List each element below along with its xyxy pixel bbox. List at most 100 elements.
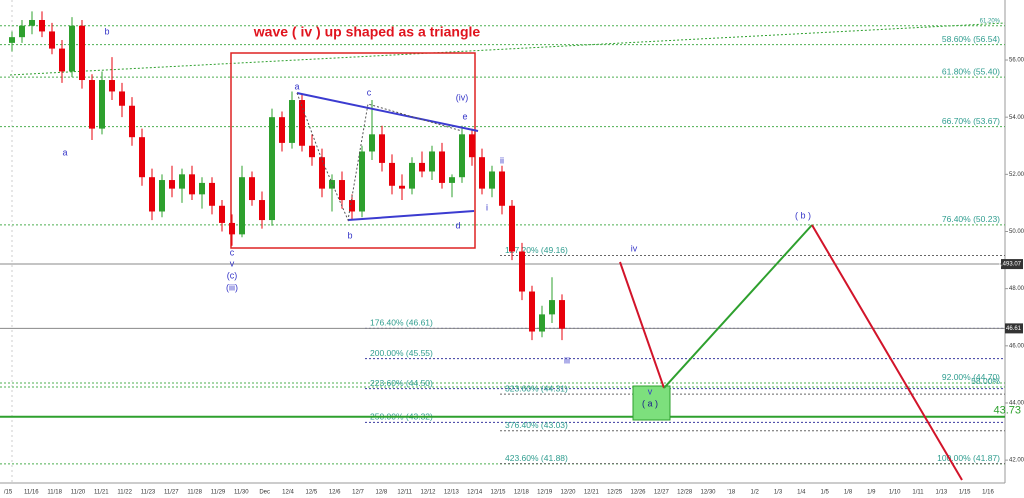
price-tag xyxy=(1001,259,1023,270)
wave-label: iii xyxy=(564,355,570,365)
candle-body xyxy=(449,177,455,183)
candle-body xyxy=(259,200,265,221)
fib-label: 61.80% (55.40) xyxy=(942,66,1000,76)
y-tick-label: 46.00 xyxy=(1009,343,1024,349)
x-tick-label: 1/13 xyxy=(935,490,947,496)
wave-label: a xyxy=(294,81,299,91)
candle-body xyxy=(289,100,295,143)
x-tick-label: 11/29 xyxy=(211,490,226,496)
candle-body xyxy=(529,291,535,332)
fib-label: 176.40% (46.61) xyxy=(370,318,433,328)
candle-body xyxy=(59,48,65,72)
x-tick-label: '18 xyxy=(727,490,735,496)
fib-label: 92.00% (44.70) xyxy=(942,372,1000,382)
candle-body xyxy=(339,180,345,201)
candle-body xyxy=(559,300,565,329)
candle-body xyxy=(309,145,315,158)
x-tick-label: 12/25 xyxy=(607,490,623,496)
candle-body xyxy=(299,100,305,146)
candle-body xyxy=(19,25,25,38)
candle-body xyxy=(509,205,515,252)
wave-label: v xyxy=(648,386,653,396)
x-tick-label: 12/6 xyxy=(329,490,341,496)
x-tick-label: 12/4 xyxy=(282,490,294,496)
x-tick-label: 1/15 xyxy=(959,490,971,496)
candle-body xyxy=(119,91,125,106)
x-tick-label: 12/7 xyxy=(352,490,364,496)
price-tag-label: 1,493.07 xyxy=(998,262,1022,268)
wave-label: v xyxy=(230,258,235,268)
wave-label: iv xyxy=(631,243,638,253)
x-tick-label: 12/15 xyxy=(490,490,506,496)
candle-body xyxy=(209,182,215,206)
x-tick-label: 12/14 xyxy=(467,490,483,496)
candle-body xyxy=(239,177,245,235)
projection-down xyxy=(811,224,963,481)
wave-path xyxy=(296,92,463,222)
wave-label: i xyxy=(486,202,488,212)
y-tick-label: 56.00 xyxy=(1009,58,1024,64)
fib-label: 127.20% (49.16) xyxy=(505,245,568,255)
x-tick-label: 11/16 xyxy=(24,490,39,496)
wave-label: ii xyxy=(500,155,504,165)
candle-body xyxy=(9,37,15,43)
x-tick-label: 1/3 xyxy=(774,490,783,496)
price-tag-label: 43.73 xyxy=(993,405,1021,417)
x-tick-label: 12/5 xyxy=(305,490,317,496)
wave-label: a xyxy=(62,147,67,157)
fib-label: 376.40% (43.03) xyxy=(505,420,568,430)
candle-body xyxy=(459,134,465,178)
wave-label: c xyxy=(230,247,235,257)
candle-body xyxy=(159,180,165,212)
fib-label: 100.00% (41.87) xyxy=(937,453,1000,463)
y-tick-label: 54.00 xyxy=(1009,115,1024,121)
x-tick-label: 12/11 xyxy=(397,490,412,496)
candle-body xyxy=(539,314,545,332)
candle-body xyxy=(199,182,205,195)
x-tick-label: 1/5 xyxy=(820,490,829,496)
x-tick-label: 1/11 xyxy=(912,490,924,496)
wave-label: ( a ) xyxy=(642,398,658,408)
candle-body xyxy=(409,162,415,189)
x-tick-label: 1/4 xyxy=(797,490,806,496)
candle-body xyxy=(319,157,325,189)
x-tick-label: 12/30 xyxy=(700,490,716,496)
x-tick-label: 11/23 xyxy=(141,490,156,496)
y-tick-label: 42.00 xyxy=(1009,458,1024,464)
fib-label: 66.70% (53.67) xyxy=(942,116,1000,126)
x-tick-label: 1/10 xyxy=(889,490,901,496)
fib-label: 200.00% (45.55) xyxy=(370,348,433,358)
wave-label: d xyxy=(455,220,460,230)
fib-label: 423.60% (41.88) xyxy=(505,453,568,463)
fib-label: 76.40% (50.23) xyxy=(942,214,1000,224)
y-tick-label: 50.00 xyxy=(1009,229,1024,235)
candle-body xyxy=(439,151,445,183)
wave-label: b xyxy=(104,26,109,36)
candle-body xyxy=(189,174,195,195)
x-tick-label: 11/18 xyxy=(47,490,62,496)
candle-body xyxy=(89,80,95,129)
y-tick-label: 48.00 xyxy=(1009,286,1024,292)
price-tag-label: 46.61 xyxy=(1006,326,1022,332)
candle-body xyxy=(49,31,55,49)
y-tick-label: 52.00 xyxy=(1009,172,1024,178)
x-tick-label: 12/20 xyxy=(560,490,576,496)
candle-body xyxy=(99,80,105,129)
triangle-lower xyxy=(347,210,475,221)
candle-body xyxy=(489,171,495,189)
candle-body xyxy=(549,300,555,315)
candle-body xyxy=(149,177,155,212)
candle-body xyxy=(269,117,275,221)
candle-body xyxy=(379,134,385,163)
projection-down xyxy=(619,261,665,389)
candle-body xyxy=(519,251,525,292)
candle-body xyxy=(179,174,185,189)
y-tick-label: 44.00 xyxy=(1009,401,1024,407)
target-box xyxy=(632,385,671,421)
candle-body xyxy=(499,171,505,206)
x-tick-label: 11/30 xyxy=(234,490,249,496)
wave-label: b xyxy=(347,230,352,240)
candle-body xyxy=(349,200,355,212)
candle-body xyxy=(69,25,75,72)
candle-body xyxy=(399,185,405,189)
